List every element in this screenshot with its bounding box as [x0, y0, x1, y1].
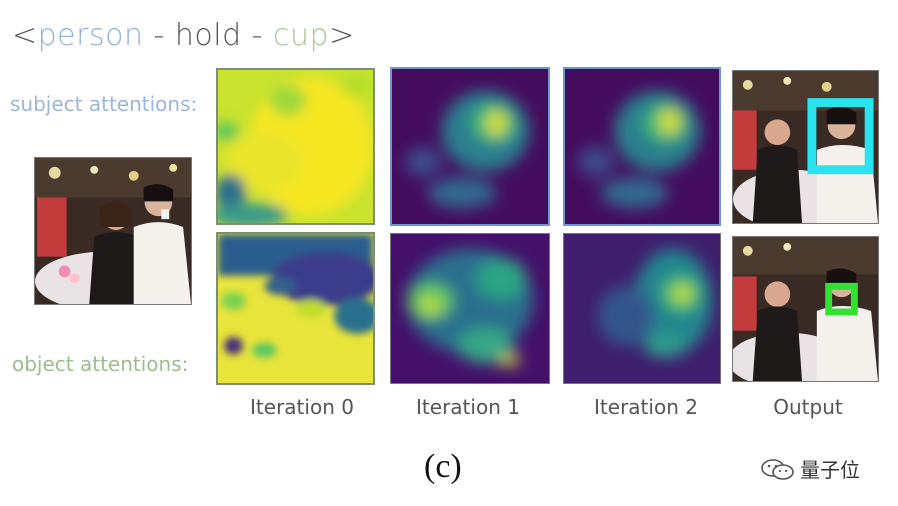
title-subject: person: [37, 18, 144, 53]
title-verb: - hold -: [143, 18, 274, 53]
figure-label: (c): [424, 448, 462, 485]
subject-bounding-box: [807, 98, 874, 175]
caption-iteration-0: Iteration 0: [250, 395, 354, 419]
relation-title: <person - hold - cup>: [12, 18, 355, 53]
caption-iteration-1: Iteration 1: [416, 395, 520, 419]
watermark: 量子位: [760, 454, 860, 486]
object-attention-iteration-0: [216, 232, 375, 385]
title-object: cup: [273, 18, 330, 53]
object-output-photo: [732, 236, 879, 382]
subject-attention-iteration-1: [390, 67, 550, 226]
subject-attention-iteration-2: [563, 67, 721, 226]
wechat-icon: [760, 457, 796, 486]
object-attention-iteration-1: [390, 233, 550, 384]
title-open: <: [12, 18, 38, 53]
subject-attention-iteration-0: [216, 68, 375, 225]
watermark-text: 量子位: [800, 458, 860, 482]
caption-iteration-2: Iteration 2: [594, 395, 698, 419]
object-bounding-box: [825, 282, 858, 316]
object-attention-iteration-2: [563, 233, 721, 384]
title-close: >: [329, 18, 355, 53]
input-photo: [34, 157, 192, 305]
subject-attentions-label: subject attentions:: [10, 92, 198, 116]
subject-output-photo: [732, 70, 879, 224]
caption-output: Output: [773, 395, 843, 419]
object-attentions-label: object attentions:: [12, 352, 189, 376]
